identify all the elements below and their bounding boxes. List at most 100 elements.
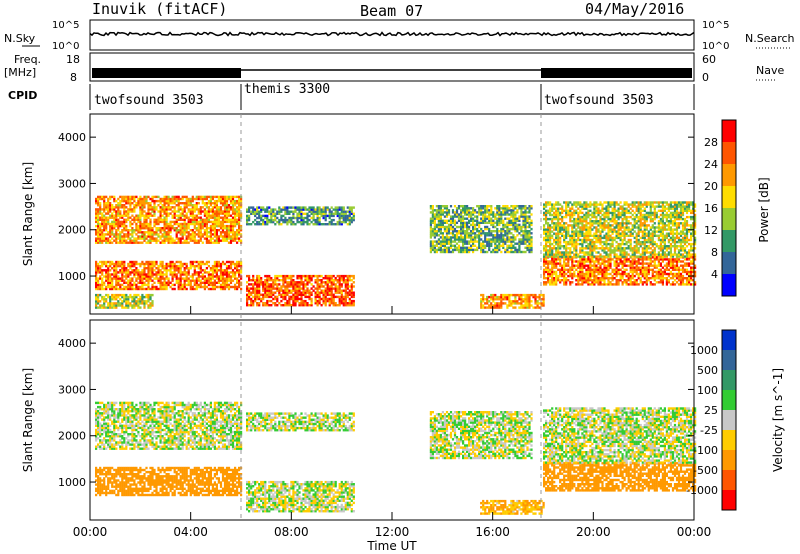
power-echo-cell [498,207,501,210]
power-echo-cell [439,221,442,224]
power-echo-cell [516,209,519,212]
power-echo-cell [292,295,295,299]
power-echo-cell [661,283,664,286]
power-echo-cell [143,204,146,207]
power-echo-cell [141,206,144,209]
power-echo-cell [223,227,227,230]
power-echo-cell [193,264,196,268]
power-echo-cell [464,246,467,249]
power-echo-cell [177,210,180,213]
power-echo-cell [429,250,432,254]
power-echo-cell [215,267,218,270]
power-echo-cell [185,229,188,232]
power-echo-cell [597,268,600,271]
power-echo-cell [207,241,210,244]
power-echo-cell [199,233,202,236]
power-echo-cell [199,222,202,226]
power-echo-cell [103,208,106,211]
power-echo-cell [688,277,691,280]
power-echo-cell [113,218,116,221]
power-echo-cell [113,285,116,289]
power-echo-cell [651,277,654,280]
power-echo-cell [272,279,275,282]
power-echo-cell [227,275,231,278]
power-echo-cell [127,231,130,234]
power-echo-cell [290,279,293,282]
power-echo-cell [101,306,104,309]
power-echo-cell [496,221,499,224]
power-echo-cell [250,279,253,282]
power-echo-cell [123,287,126,291]
power-echo-cell [675,258,679,261]
power-echo-cell [314,295,317,299]
power-echo-cell [540,302,543,305]
power-echo-cell [322,212,325,215]
power-echo-cell [99,218,102,221]
power-echo-cell [506,240,509,243]
power-echo-cell [338,302,341,305]
power-echo-cell [189,279,192,282]
power-echo-cell [585,264,588,267]
power-echo-cell [225,267,229,270]
power-echo-cell [105,306,108,309]
power-echo-cell [300,297,303,301]
power-echo-cell [500,236,503,239]
power-echo-cell [655,266,658,269]
power-echo-cell [171,277,174,280]
power-echo-cell [161,285,164,289]
power-echo-cell [121,204,124,207]
power-echo-cell [234,271,237,274]
power-echo-cell [524,242,527,245]
power-echo-cell [338,291,341,294]
power-echo-cell [486,295,489,299]
power-echo-cell [252,206,255,209]
power-echo-cell [129,197,132,201]
power-echo-cell [663,272,666,276]
power-echo-cell [221,281,225,284]
power-echo-cell [647,272,650,276]
power-echo-cell [254,212,257,215]
power-echo-cell [203,204,206,207]
power-echo-cell [256,212,259,215]
power-echo-cell [107,237,110,240]
power-echo-cell [127,233,130,236]
power-echo-cell [583,277,586,280]
power-echo-cell [500,230,503,233]
power-echo-cell [352,281,355,284]
power-echo-cell [500,244,503,247]
power-echo-cell [167,204,170,207]
power-echo-cell [468,213,471,216]
power-echo-cell [262,302,265,305]
power-echo-cell [248,206,251,209]
power-echo-cell [151,262,154,266]
power-echo-cell [494,293,497,297]
power-echo-cell [111,260,114,264]
power-echo-cell [292,210,295,213]
power-echo-cell [252,302,255,305]
power-echo-cell [185,237,188,240]
power-echo-cell [581,258,584,261]
power-echo-cell [189,214,192,217]
power-echo-cell [457,236,461,239]
power-echo-cell [121,224,124,228]
power-echo-cell [304,206,307,209]
power-echo-cell [173,262,176,266]
power-echo-cell [252,277,255,280]
power-echo-cell [460,240,463,243]
power-echo-cell [223,283,227,287]
power-echo-cell [147,298,150,301]
power-echo-cell [97,271,100,274]
power-echo-cell [256,289,259,292]
power-echo-cell [185,262,188,266]
power-echo-cell [316,214,319,218]
power-echo-cell [205,212,208,215]
power-echo-cell [532,295,535,299]
power-echo-cell [346,281,349,284]
power-echo-cell [113,220,116,224]
power-echo-cell [175,204,178,207]
power-echo-cell [107,222,110,226]
power-echo-cell [476,230,479,233]
power-echo-cell [661,260,664,263]
power-echo-cell [185,214,188,217]
power-echo-cell [320,297,323,301]
